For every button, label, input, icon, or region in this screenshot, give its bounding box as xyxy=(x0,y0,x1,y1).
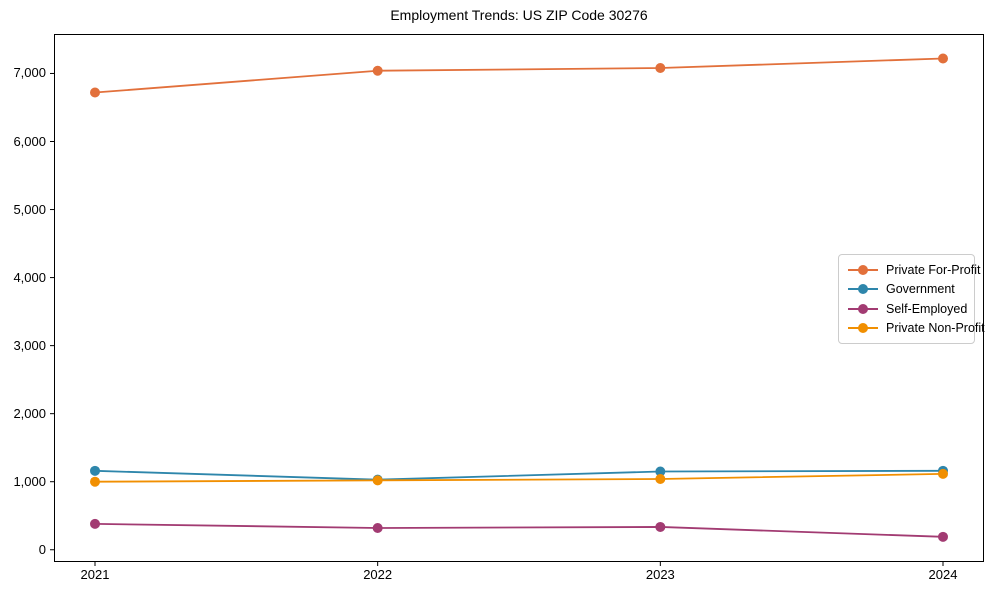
data-point-government-2023 xyxy=(655,466,666,477)
y-tick-label: 4,000 xyxy=(13,269,46,285)
legend-sample xyxy=(848,265,878,276)
legend-label: Self-Employed xyxy=(886,301,968,316)
legend-item: Self-Employed xyxy=(848,301,968,316)
series-line-government xyxy=(94,469,944,481)
x-tick-label: 2022 xyxy=(363,567,393,582)
legend-marker-circle-icon xyxy=(858,284,868,295)
data-point-private-for-profit-2021 xyxy=(90,87,100,98)
data-point-private-non-profit-2022 xyxy=(372,475,383,486)
legend-sample xyxy=(848,303,878,314)
x-tick-label: 2023 xyxy=(645,567,675,582)
x-tick-label: 2021 xyxy=(80,567,110,582)
legend-item: Private For-Profit xyxy=(848,263,980,277)
y-tick-label: 5,000 xyxy=(13,201,46,217)
legend-marker-circle-icon xyxy=(858,265,868,276)
data-point-private-for-profit-2024 xyxy=(938,53,948,64)
legend: Private For-Profit Government Self-Emplo… xyxy=(838,254,985,344)
data-point-private-for-profit-2023 xyxy=(655,63,666,74)
series-line-private-non-profit xyxy=(94,472,944,483)
data-point-private-non-profit-2024 xyxy=(938,468,948,479)
data-point-private-non-profit-2021 xyxy=(90,476,100,487)
plot-border xyxy=(54,34,984,562)
y-tick-label: 3,000 xyxy=(13,337,46,353)
data-point-private-non-profit-2023 xyxy=(655,473,666,484)
legend-label: Private Non-Profit xyxy=(886,320,985,335)
data-point-government-2021 xyxy=(90,465,100,476)
legend-marker-circle-icon xyxy=(858,303,868,314)
legend-item: Private Non-Profit xyxy=(848,321,985,335)
series-line-private-for-profit xyxy=(94,57,944,94)
data-point-self-employed-2023 xyxy=(655,521,666,532)
chart-title: Employment Trends: US ZIP Code 30276 xyxy=(390,7,648,23)
data-point-self-employed-2021 xyxy=(90,518,100,529)
data-point-self-employed-2022 xyxy=(372,522,383,533)
legend-label: Government xyxy=(886,282,955,297)
legend-sample xyxy=(848,284,878,295)
y-tick-label: 1,000 xyxy=(13,473,46,489)
y-tick-label: 0 xyxy=(38,541,46,557)
legend-label: Private For-Profit xyxy=(886,263,981,278)
y-tick-label: 2,000 xyxy=(13,405,46,421)
legend-item: Government xyxy=(848,282,965,296)
series-line-self-employed xyxy=(94,522,944,538)
data-point-private-for-profit-2022 xyxy=(372,65,383,76)
y-tick-label: 7,000 xyxy=(13,65,46,81)
legend-marker-circle-icon xyxy=(858,322,868,333)
y-tick-label: 6,000 xyxy=(13,133,46,149)
x-tick-label: 2024 xyxy=(928,567,958,582)
data-point-self-employed-2024 xyxy=(938,531,948,542)
legend-sample xyxy=(848,322,878,333)
